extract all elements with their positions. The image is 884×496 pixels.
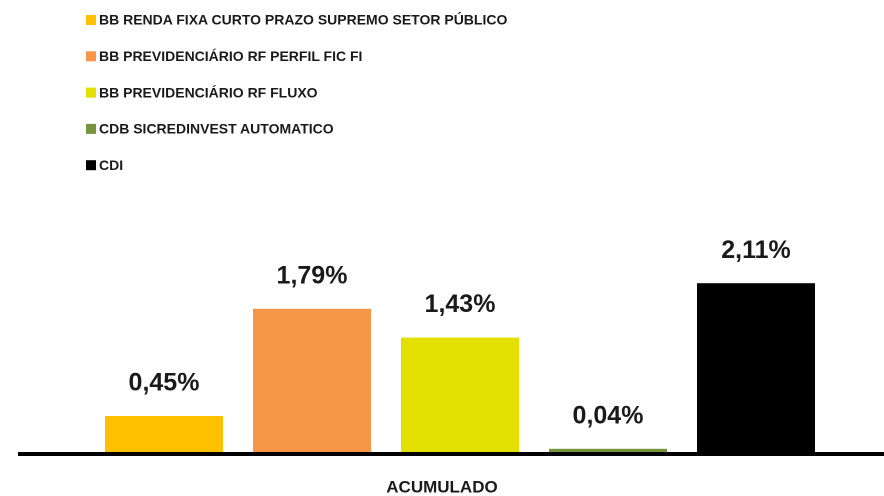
legend-swatch [86, 15, 96, 25]
legend-label: BB PREVIDENCIÁRIO RF PERFIL FIC FI [99, 48, 362, 64]
data-label: 0,04% [573, 401, 644, 429]
legend-label: BB PREVIDENCIÁRIO RF FLUXO [99, 84, 318, 100]
legend-swatch [86, 51, 96, 62]
bar [253, 308, 371, 452]
category-label: ACUMULADO [386, 477, 497, 496]
bar [401, 337, 519, 452]
legend-label: BB RENDA FIXA CURTO PRAZO SUPREMO SETOR … [99, 11, 507, 28]
bar [697, 283, 815, 452]
bar [105, 416, 223, 452]
data-label: 2,11% [721, 236, 791, 264]
legend-swatch [86, 87, 96, 98]
legend-swatch [86, 160, 96, 171]
data-label: 1,79% [277, 261, 348, 289]
legend-label: CDI [99, 157, 123, 173]
bar [549, 448, 667, 452]
legend-label: CDB SICREDINVEST AUTOMATICO [99, 121, 334, 137]
data-label: 1,43% [425, 290, 496, 318]
legend-swatch [86, 123, 96, 134]
data-label: 0,45% [129, 369, 200, 397]
